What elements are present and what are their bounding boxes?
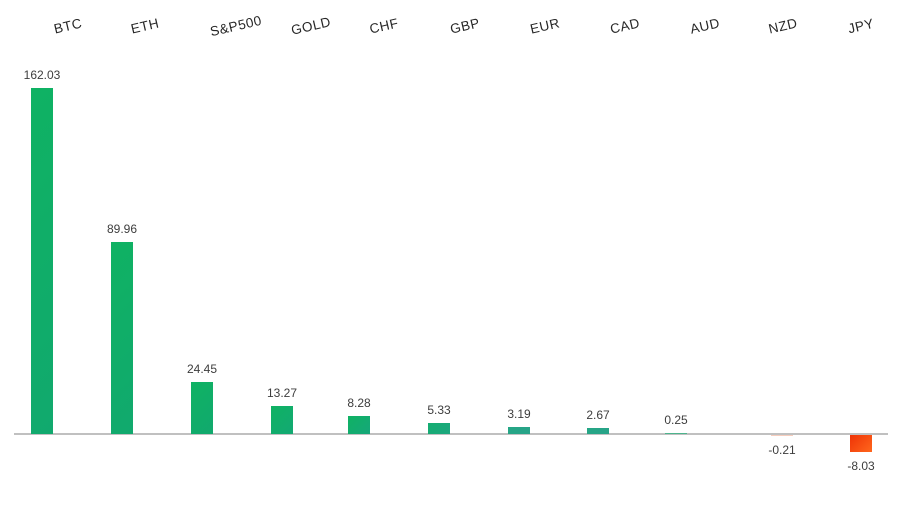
value-label-sp500: 24.45 (186, 362, 218, 376)
value-label-eur: 3.19 (507, 407, 531, 421)
bar-nzd (771, 435, 793, 436)
category-label-cad: CAD (608, 15, 642, 37)
bar-gbp (428, 423, 450, 434)
category-label-sp500: S&P500 (208, 12, 264, 40)
bar-aud (665, 433, 687, 434)
value-label-nzd: -0.21 (768, 443, 796, 457)
value-label-gbp: 5.33 (427, 403, 451, 417)
category-label-chf: CHF (368, 15, 400, 37)
value-label-jpy: -8.03 (847, 459, 875, 473)
category-label-gold: GOLD (289, 14, 333, 38)
category-label-nzd: NZD (767, 15, 799, 37)
bar-gold (271, 406, 293, 434)
category-label-btc: BTC (52, 15, 84, 37)
bar-jpy (850, 435, 872, 452)
bar-cad (587, 428, 609, 434)
value-label-aud: 0.25 (664, 413, 688, 427)
bar-eur (508, 427, 530, 434)
value-label-chf: 8.28 (347, 396, 371, 410)
value-label-btc: 162.03 (23, 68, 61, 82)
category-label-jpy: JPY (846, 15, 876, 37)
value-label-eth: 89.96 (106, 222, 138, 236)
bar-chf (348, 416, 370, 434)
value-label-cad: 2.67 (586, 408, 610, 422)
value-label-gold: 13.27 (266, 386, 298, 400)
bar-eth (111, 242, 133, 434)
category-label-aud: AUD (688, 15, 722, 37)
category-label-eur: EUR (528, 15, 562, 37)
category-label-gbp: GBP (448, 15, 482, 37)
category-label-eth: ETH (129, 15, 161, 37)
x-axis-baseline (14, 433, 888, 435)
bar-btc (31, 88, 53, 434)
bar-sp500 (191, 382, 213, 434)
